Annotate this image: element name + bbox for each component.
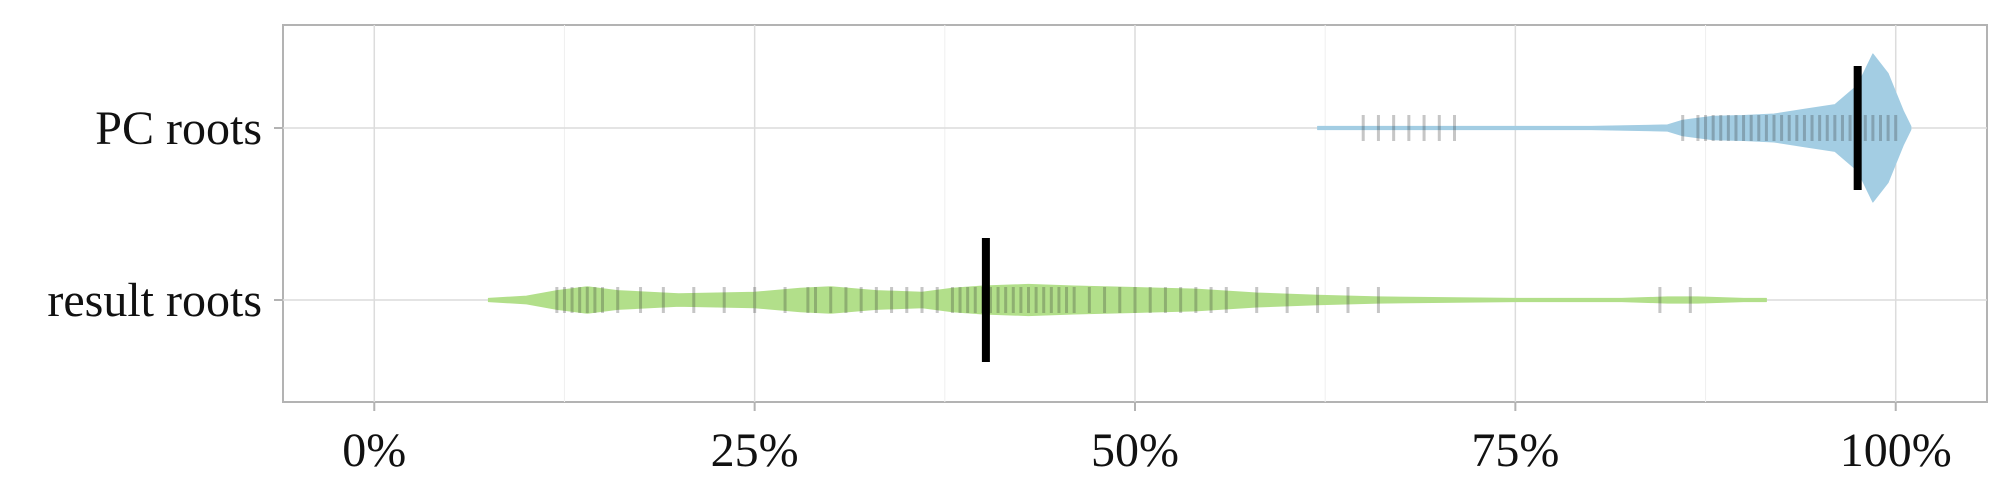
x-tick-label: 0% xyxy=(342,424,406,477)
violins xyxy=(487,53,1912,317)
data-points xyxy=(555,115,1898,313)
x-tick-label: 25% xyxy=(711,424,799,477)
x-tick-label: 50% xyxy=(1091,424,1179,477)
x-tick-label: 75% xyxy=(1471,424,1559,477)
violin-pc-roots xyxy=(1317,53,1912,203)
violin-result-roots xyxy=(487,283,1767,317)
y-axis-categories: PC roots result roots xyxy=(47,102,283,327)
category-label: result roots xyxy=(47,274,262,327)
x-tick-label: 100% xyxy=(1840,424,1952,477)
x-axis-ticks: 0% 25% 50% 75% 100% xyxy=(342,402,1952,477)
category-label: PC roots xyxy=(95,102,262,155)
median-markers xyxy=(981,66,1862,362)
